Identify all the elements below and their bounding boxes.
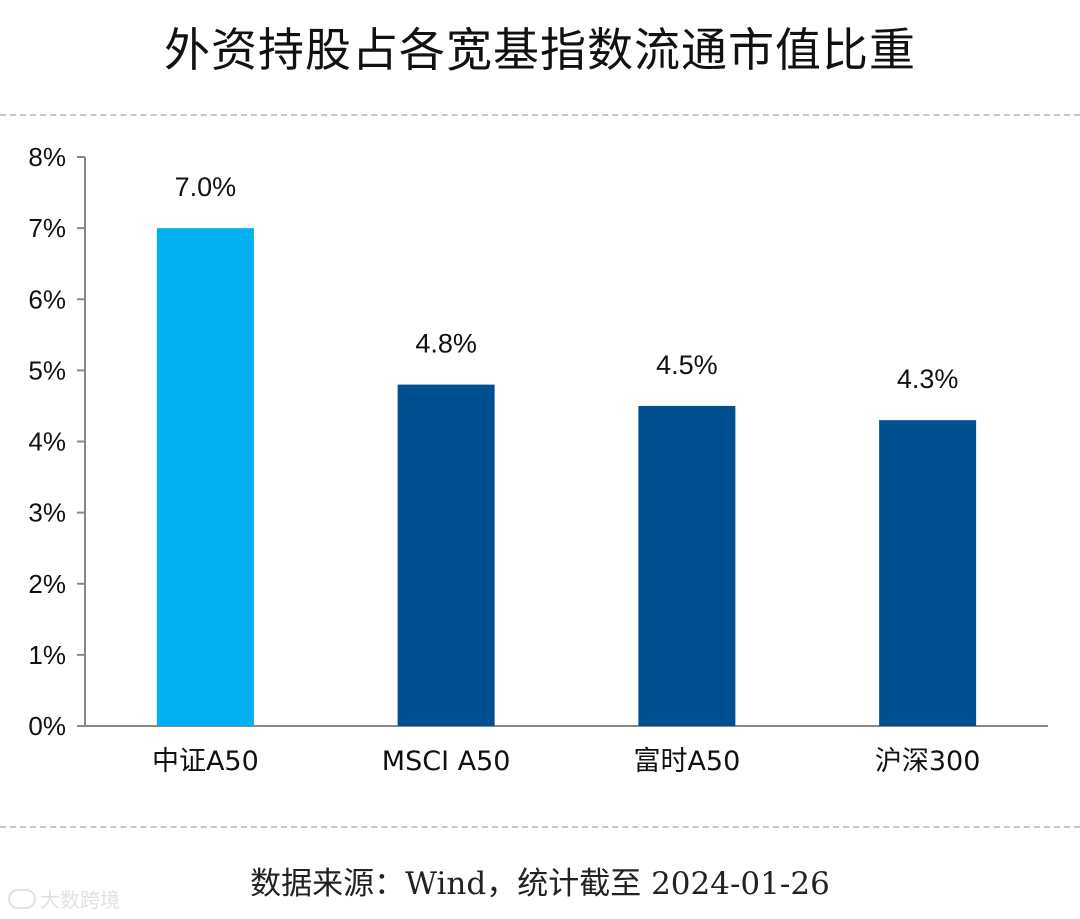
x-tick-label: MSCI A50 <box>382 746 511 777</box>
top-divider <box>0 114 1080 116</box>
y-tick-label: 8% <box>28 142 66 172</box>
y-tick-label: 0% <box>28 711 66 741</box>
data-label: 4.3% <box>897 364 959 394</box>
data-source-note: 数据来源：Wind，统计截至 2024-01-26 <box>250 866 830 902</box>
bottom-divider <box>0 826 1080 828</box>
bar <box>156 228 254 726</box>
y-tick-label: 6% <box>28 284 66 314</box>
watermark-logo-icon <box>8 888 36 909</box>
bar <box>879 420 977 726</box>
y-tick-label: 4% <box>28 427 66 457</box>
x-tick-label: 中证A50 <box>152 746 259 777</box>
chart-title: 外资持股占各宽基指数流通市值比重 <box>164 23 916 77</box>
y-tick-label: 7% <box>28 213 66 243</box>
y-tick-label: 2% <box>28 569 66 599</box>
y-tick-label: 5% <box>28 355 66 385</box>
x-tick-label: 富时A50 <box>633 746 740 777</box>
y-tick-label: 3% <box>28 498 66 528</box>
data-label: 7.0% <box>175 172 237 202</box>
x-tick-label: 沪深300 <box>875 746 981 777</box>
bar <box>638 405 736 726</box>
data-label: 4.8% <box>415 329 477 359</box>
bar <box>397 384 495 726</box>
bar-chart: 0% 1% 2% 3% 4% 5% 6% 7% 8% 7.0% 中证A50 4.8% MSCI A50 4… <box>28 142 1048 777</box>
y-tick-label: 1% <box>28 640 66 670</box>
data-label: 4.5% <box>656 350 718 380</box>
watermark-text: 大数跨境 <box>40 888 120 912</box>
watermark: 大数跨境 <box>8 884 120 913</box>
